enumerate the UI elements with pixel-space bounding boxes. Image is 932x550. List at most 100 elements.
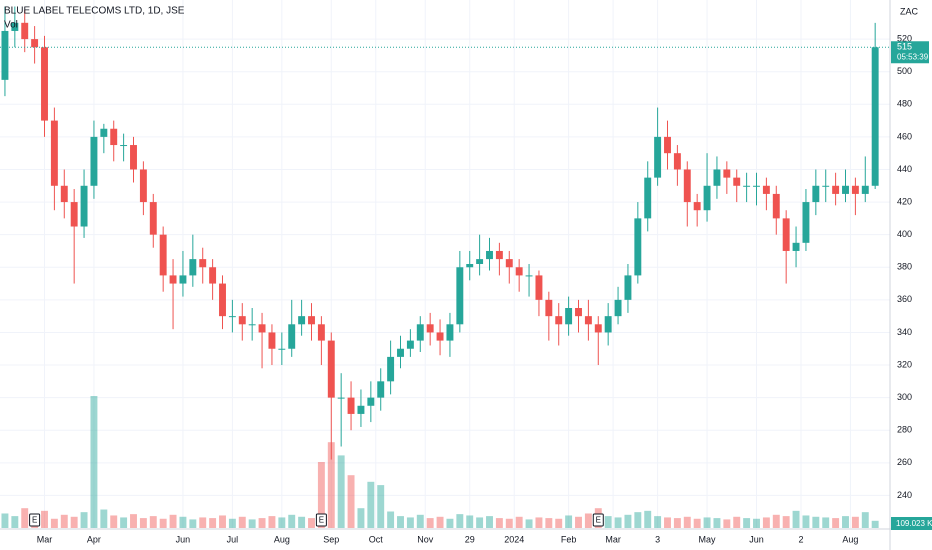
candle-body [238, 316, 246, 325]
volume-bar [871, 520, 879, 528]
last-price-box [891, 41, 929, 64]
candle-body [604, 316, 612, 333]
volume-bar [209, 518, 217, 528]
volume-bar [248, 519, 256, 528]
candle-body [169, 275, 177, 284]
candle-body [713, 169, 721, 186]
volume-bar [812, 516, 820, 528]
volume-layer [1, 396, 879, 528]
x-tick-label: 29 [465, 534, 475, 544]
candle-body [644, 177, 652, 219]
volume-bar [159, 518, 167, 528]
candle-body [120, 145, 128, 147]
volume-title: Vol [4, 20, 18, 31]
volume-bar [515, 516, 523, 528]
candle-body [189, 259, 197, 276]
x-tick-label: Oct [369, 534, 384, 544]
candle-body [50, 120, 58, 186]
candle-body [525, 275, 533, 277]
y-tick-label: 360 [897, 294, 912, 304]
volume-bar [139, 518, 147, 528]
volume-bar [80, 512, 88, 528]
candle-body [753, 185, 760, 187]
event-marker [29, 513, 41, 527]
volume-bar [50, 518, 58, 528]
volume-bar [842, 516, 849, 528]
candle-body [505, 259, 513, 268]
candle-body [624, 275, 632, 300]
candle-body [377, 381, 385, 398]
volume-bar [337, 455, 345, 528]
volume-bar [604, 516, 612, 528]
candle-body [139, 169, 147, 203]
x-tick-label: Jun [176, 534, 191, 544]
volume-bar [1, 513, 9, 528]
volume-bar [733, 516, 741, 528]
candle-body [70, 202, 78, 227]
volume-bar [664, 517, 671, 528]
volume-bar [130, 514, 137, 528]
candle-layer [0, 6, 890, 460]
candle-body [832, 185, 840, 194]
volume-bar [347, 475, 355, 528]
volume-bar [70, 516, 78, 528]
candle-body [762, 185, 770, 194]
candle-body [406, 340, 414, 349]
volume-bar [426, 518, 434, 528]
volume-bar [535, 517, 543, 528]
volume-bar [11, 516, 19, 528]
candle-body [21, 22, 29, 40]
candle-body [782, 218, 790, 251]
volume-bar [703, 517, 711, 528]
currency-label: ZAC [900, 6, 919, 16]
candle-body [278, 348, 286, 350]
y-tick-label: 340 [897, 327, 912, 337]
volume-bar [288, 514, 296, 528]
volume-bar [278, 517, 286, 528]
candle-body [723, 169, 731, 178]
volume-bar [110, 515, 118, 528]
volume-bar [832, 518, 840, 528]
candle-body [397, 348, 404, 357]
volume-bar [525, 519, 533, 528]
volume-bar [436, 516, 444, 528]
candle-body [733, 177, 741, 186]
x-tick-label: May [699, 534, 717, 544]
volume-bar [228, 518, 236, 528]
candle-body [842, 185, 849, 194]
y-tick-label: 280 [897, 425, 912, 435]
volume-bar [565, 515, 573, 528]
volume-bar [772, 514, 780, 528]
candle-body [268, 332, 276, 349]
candle-body [703, 185, 711, 211]
candle-body [812, 185, 820, 203]
x-tick-label: 3 [655, 534, 660, 544]
candle-body [594, 324, 602, 333]
candle-body [436, 332, 444, 341]
volume-bar [367, 481, 375, 528]
volume-bar [268, 516, 276, 528]
volume-box [891, 517, 932, 530]
volume-bar [179, 516, 187, 528]
x-tick-label: Sep [323, 534, 339, 544]
candle-body [110, 128, 118, 146]
volume-bar [199, 517, 207, 528]
volume-bar [416, 514, 424, 528]
volume-bar [713, 518, 721, 528]
volume-bar [614, 517, 622, 528]
candle-body [179, 275, 187, 284]
candle-body [387, 356, 395, 382]
volume-bar [555, 518, 563, 528]
candle-body [871, 47, 879, 186]
volume-bar [802, 515, 810, 528]
volume-bar [60, 514, 68, 528]
volume-bar [634, 512, 642, 528]
volume-bar [654, 516, 662, 528]
candle-body [802, 202, 810, 243]
candle-body [466, 264, 474, 268]
volume-bar [298, 516, 306, 528]
candle-body [456, 267, 464, 325]
candle-body [258, 324, 266, 333]
